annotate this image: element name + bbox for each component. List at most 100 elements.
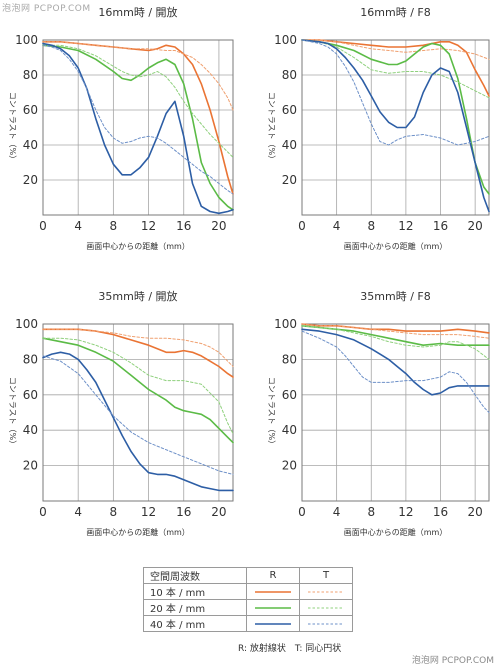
x-tick-label: 20 bbox=[211, 219, 226, 233]
y-tick-label: 20 bbox=[23, 173, 38, 187]
legend-label-10: 10 本 / mm bbox=[143, 583, 247, 600]
x-tick-label: 20 bbox=[468, 219, 483, 233]
series-line-t10 bbox=[42, 328, 234, 367]
y-tick-label: 60 bbox=[23, 103, 38, 117]
series-line-r40 bbox=[301, 328, 490, 396]
x-tick-label: 4 bbox=[333, 219, 341, 233]
chart-panel-1: 20 40 60 80 100 0 4 8 12 16 20 16mm時 / 開放画面中心からの距離（… bbox=[8, 5, 234, 251]
x-tick-label: 0 bbox=[298, 219, 306, 233]
y-tick-label: 40 bbox=[282, 423, 297, 437]
legend-table: 空間周波数 R T 10 本 / mm 20 本 / mm 40 本 / mm bbox=[143, 567, 353, 632]
y-tick-label: 60 bbox=[23, 388, 38, 402]
y-tick-label: 80 bbox=[282, 352, 297, 366]
legend-swatch-r20 bbox=[255, 606, 291, 609]
x-tick-label: 16 bbox=[433, 219, 448, 233]
chart-title: 35mm時 / 開放 bbox=[98, 289, 177, 303]
y-tick-label: 40 bbox=[23, 423, 38, 437]
y-tick-label: 100 bbox=[274, 317, 297, 331]
legend-col-t: T bbox=[299, 567, 353, 584]
legend-row-40: 40 本 / mm bbox=[143, 615, 353, 632]
watermark-bottom: 泡泡网 PCPOP.COM bbox=[411, 656, 494, 666]
plot-frame bbox=[42, 323, 234, 502]
y-tick-label: 80 bbox=[23, 352, 38, 366]
legend-col-r: R bbox=[246, 567, 300, 584]
plot-frame bbox=[301, 39, 490, 216]
y-tick-label: 40 bbox=[282, 138, 297, 152]
series-line-r40 bbox=[42, 42, 234, 215]
plot-frame bbox=[301, 323, 490, 502]
y-tick-label: 60 bbox=[282, 103, 297, 117]
x-tick-label: 12 bbox=[141, 219, 156, 233]
y-tick-label: 40 bbox=[23, 138, 38, 152]
legend-swatch-r40 bbox=[255, 622, 291, 625]
y-tick-label: 20 bbox=[282, 459, 297, 473]
series-line-t10 bbox=[301, 323, 490, 339]
x-tick-label: 16 bbox=[176, 219, 191, 233]
x-tick-label: 4 bbox=[74, 505, 82, 519]
x-tick-label: 8 bbox=[110, 505, 118, 519]
y-tick-label: 80 bbox=[23, 68, 38, 82]
x-tick-label: 16 bbox=[176, 505, 191, 519]
chart-panel-3: 20 40 60 80 100 0 4 8 12 16 20 35mm時 / 開放画面中心からの距離（… bbox=[8, 289, 234, 537]
legend-label-40: 40 本 / mm bbox=[143, 615, 247, 632]
chart-title: 16mm時 / 開放 bbox=[98, 5, 177, 19]
x-tick-label: 0 bbox=[39, 505, 47, 519]
chart-title: 35mm時 / F8 bbox=[360, 290, 430, 303]
legend-swatch-r10 bbox=[255, 590, 291, 593]
series-line-t20 bbox=[42, 337, 234, 435]
legend-note: R: 放射線状 T: 同心円状 bbox=[238, 644, 342, 654]
legend-swatch-t40 bbox=[308, 623, 344, 624]
x-tick-label: 8 bbox=[367, 505, 375, 519]
legend-header: 空間周波数 bbox=[143, 567, 247, 584]
x-tick-label: 12 bbox=[398, 219, 413, 233]
series-line-r10 bbox=[301, 39, 490, 97]
series-line-r20 bbox=[301, 39, 490, 195]
legend-row-20: 20 本 / mm bbox=[143, 599, 353, 616]
x-tick-label: 12 bbox=[141, 505, 156, 519]
y-tick-label: 20 bbox=[282, 173, 297, 187]
y-axis-label: コントラスト（%） bbox=[267, 377, 276, 448]
x-axis-label: 画面中心からの距離（mm） bbox=[344, 527, 448, 537]
y-tick-label: 60 bbox=[282, 388, 297, 402]
series-line-r20 bbox=[42, 337, 234, 444]
x-tick-label: 0 bbox=[39, 219, 47, 233]
chart-title: 16mm時 / F8 bbox=[360, 6, 430, 19]
chart-panel-4: 20 40 60 80 100 0 4 8 12 16 20 35mm時 / F8 画面中心からの距離（… bbox=[267, 290, 490, 537]
y-tick-label: 80 bbox=[282, 68, 297, 82]
y-axis-label: コントラスト（%） bbox=[8, 377, 17, 448]
x-tick-label: 8 bbox=[110, 219, 118, 233]
x-tick-label: 8 bbox=[367, 219, 375, 233]
series-line-t10 bbox=[301, 39, 490, 60]
y-tick-label: 100 bbox=[274, 33, 297, 47]
plot-frame bbox=[42, 39, 234, 216]
x-tick-label: 4 bbox=[333, 505, 341, 519]
watermark-top: 泡泡网 PCPOP.COM bbox=[2, 4, 91, 14]
y-axis-label: コントラスト（%） bbox=[267, 92, 276, 163]
series-line-t10 bbox=[42, 41, 234, 111]
chart-panel-2: 20 40 60 80 100 0 4 8 12 16 20 16mm時 / F8 画面中心からの距離（… bbox=[267, 6, 490, 251]
series-line-r40 bbox=[301, 39, 490, 213]
legend-swatch-t10 bbox=[308, 591, 344, 592]
series-line-r20 bbox=[42, 44, 234, 211]
x-tick-label: 12 bbox=[398, 505, 413, 519]
legend-header-row: 空間周波数 R T bbox=[143, 567, 353, 584]
y-axis-label: コントラスト（%） bbox=[8, 92, 17, 163]
series-line-t40 bbox=[42, 44, 234, 195]
x-tick-label: 20 bbox=[468, 505, 483, 519]
x-tick-label: 20 bbox=[211, 505, 226, 519]
x-tick-label: 16 bbox=[433, 505, 448, 519]
x-axis-label: 画面中心からの距離（mm） bbox=[344, 241, 448, 251]
y-tick-label: 100 bbox=[15, 33, 38, 47]
series-line-t20 bbox=[301, 325, 490, 360]
legend-label-20: 20 本 / mm bbox=[143, 599, 247, 616]
y-tick-label: 20 bbox=[23, 459, 38, 473]
x-axis-label: 画面中心からの距離（mm） bbox=[86, 241, 190, 251]
y-tick-label: 100 bbox=[15, 317, 38, 331]
legend-swatch-t20 bbox=[308, 607, 344, 608]
series-line-r10 bbox=[42, 328, 234, 378]
series-line-t40 bbox=[301, 39, 490, 146]
series-line-t20 bbox=[42, 44, 234, 158]
legend-row-10: 10 本 / mm bbox=[143, 583, 353, 600]
x-tick-label: 0 bbox=[298, 505, 306, 519]
